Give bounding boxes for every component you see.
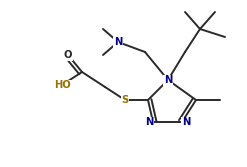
Text: O: O: [64, 50, 72, 60]
Text: N: N: [182, 117, 190, 127]
Text: N: N: [164, 75, 172, 85]
Text: N: N: [114, 37, 122, 47]
Text: N: N: [145, 117, 153, 127]
Text: S: S: [121, 95, 129, 105]
Text: HO: HO: [54, 80, 70, 90]
